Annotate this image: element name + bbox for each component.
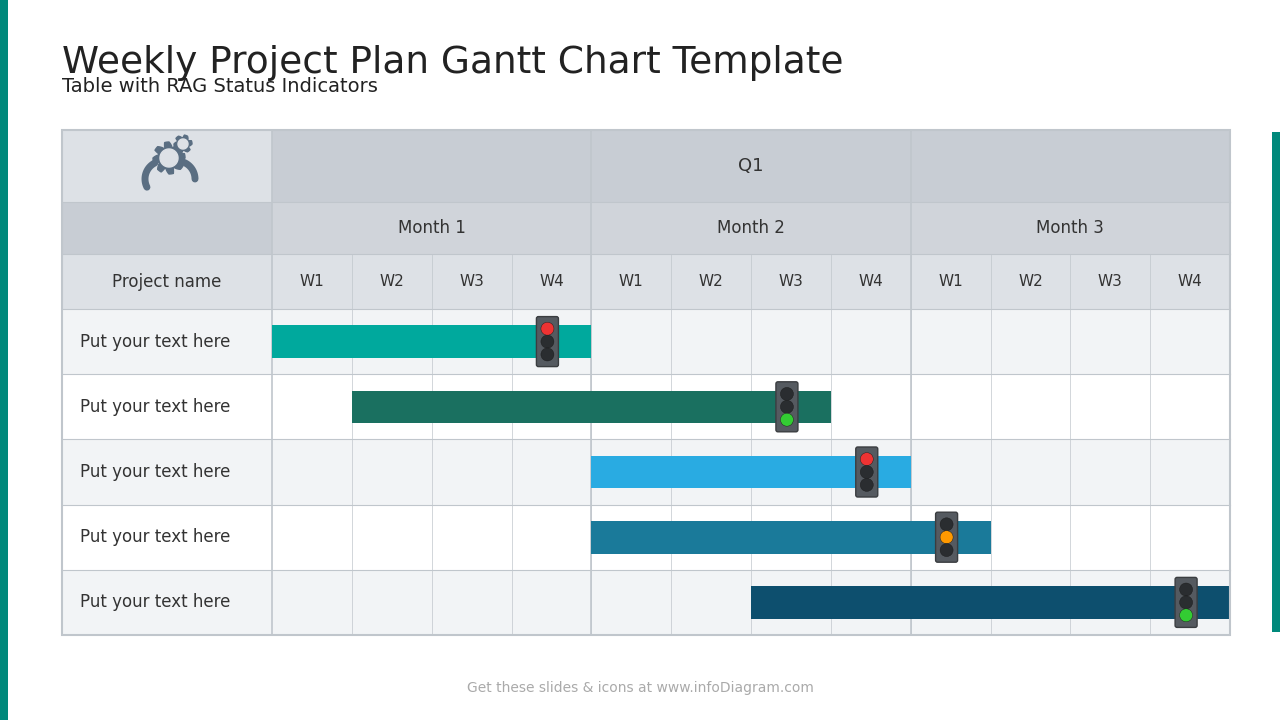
Bar <box>751 586 1230 618</box>
Text: Get these slides & icons at www.infoDiagram.com: Get these slides & icons at www.infoDiag… <box>467 681 813 695</box>
Text: W4: W4 <box>1178 274 1202 289</box>
Circle shape <box>1180 596 1193 609</box>
Text: Month 3: Month 3 <box>1037 219 1105 237</box>
Polygon shape <box>178 139 188 149</box>
Bar <box>591 456 910 488</box>
Text: W3: W3 <box>460 274 484 289</box>
Circle shape <box>781 400 794 413</box>
Circle shape <box>541 323 554 336</box>
Circle shape <box>781 387 794 400</box>
Circle shape <box>860 478 873 491</box>
Bar <box>61 505 1230 570</box>
Bar <box>61 439 1230 505</box>
Text: W2: W2 <box>379 274 404 289</box>
Bar <box>61 202 273 254</box>
Circle shape <box>860 453 873 466</box>
Text: Month 2: Month 2 <box>717 219 785 237</box>
Bar <box>273 202 1230 254</box>
Text: Table with RAG Status Indicators: Table with RAG Status Indicators <box>61 77 378 96</box>
Bar <box>1272 132 1280 632</box>
Circle shape <box>1180 609 1193 622</box>
Circle shape <box>940 518 954 531</box>
Polygon shape <box>160 149 178 167</box>
Text: W3: W3 <box>778 274 804 289</box>
Text: W3: W3 <box>1098 274 1123 289</box>
Text: W2: W2 <box>699 274 723 289</box>
Text: Put your text here: Put your text here <box>79 528 230 546</box>
Text: Put your text here: Put your text here <box>79 463 230 481</box>
Text: W1: W1 <box>618 274 644 289</box>
Bar <box>61 130 273 202</box>
Text: Put your text here: Put your text here <box>79 333 230 351</box>
Text: Project name: Project name <box>113 272 221 290</box>
Text: Q1: Q1 <box>739 157 764 175</box>
Circle shape <box>1180 583 1193 596</box>
Circle shape <box>860 466 873 479</box>
Bar <box>273 325 591 358</box>
Bar <box>273 130 1230 202</box>
Circle shape <box>541 335 554 348</box>
Bar <box>591 521 991 554</box>
Bar <box>61 309 1230 374</box>
Bar <box>61 254 1230 309</box>
FancyBboxPatch shape <box>536 317 558 366</box>
Polygon shape <box>154 142 186 174</box>
Bar <box>61 130 1230 635</box>
FancyBboxPatch shape <box>1175 577 1197 627</box>
FancyBboxPatch shape <box>856 447 878 497</box>
Text: W4: W4 <box>539 274 563 289</box>
Text: W1: W1 <box>938 274 963 289</box>
Circle shape <box>940 531 954 544</box>
Bar <box>0 0 8 720</box>
Bar <box>61 570 1230 635</box>
Text: W4: W4 <box>859 274 883 289</box>
Circle shape <box>781 413 794 426</box>
Text: W2: W2 <box>1018 274 1043 289</box>
Text: Month 1: Month 1 <box>398 219 466 237</box>
Bar <box>352 390 831 423</box>
FancyBboxPatch shape <box>776 382 797 432</box>
Polygon shape <box>174 135 192 153</box>
Bar <box>61 374 1230 439</box>
FancyBboxPatch shape <box>936 512 957 562</box>
Text: Put your text here: Put your text here <box>79 397 230 416</box>
Text: Put your text here: Put your text here <box>79 593 230 611</box>
Circle shape <box>940 544 954 557</box>
Text: Weekly Project Plan Gantt Chart Template: Weekly Project Plan Gantt Chart Template <box>61 45 844 81</box>
Text: W1: W1 <box>300 274 324 289</box>
Circle shape <box>541 348 554 361</box>
